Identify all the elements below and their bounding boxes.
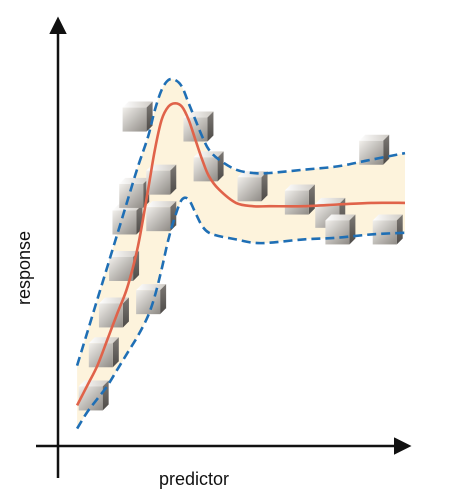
cube-top-face xyxy=(315,197,346,204)
data-point-cube xyxy=(237,171,268,202)
cube-front-face xyxy=(284,190,309,215)
data-point-cube xyxy=(98,297,129,328)
cube-top-face xyxy=(237,171,268,178)
cube-side-face xyxy=(207,111,214,142)
data-point-cube xyxy=(359,134,390,165)
cube-side-face xyxy=(122,297,129,328)
cube-side-face xyxy=(112,337,119,368)
cube-front-face xyxy=(237,177,262,202)
data-point-cube xyxy=(325,214,356,245)
y-axis-label: response xyxy=(14,231,34,305)
cube-top-face xyxy=(146,164,177,171)
cube-top-face xyxy=(372,214,403,221)
data-point-cube xyxy=(112,204,143,235)
cube-top-face xyxy=(284,184,315,191)
cube-top-face xyxy=(146,201,177,208)
cube-front-face xyxy=(325,220,350,245)
band-lower-edge xyxy=(75,196,406,430)
cube-top-face xyxy=(122,101,153,108)
cube-top-face xyxy=(136,284,167,291)
cube-top-face xyxy=(88,337,119,344)
cube-top-face xyxy=(183,111,214,118)
cube-front-face xyxy=(122,107,147,132)
data-points xyxy=(78,101,403,411)
cube-front-face xyxy=(146,207,171,232)
cube-side-face xyxy=(160,284,167,315)
data-point-cube xyxy=(78,380,109,411)
cube-side-face xyxy=(396,214,403,245)
cube-top-face xyxy=(325,214,356,221)
data-point-cube xyxy=(122,101,153,132)
cube-top-face xyxy=(359,134,390,141)
data-point-cube xyxy=(372,214,403,245)
data-point-cube xyxy=(284,184,315,215)
x-axis-label: predictor xyxy=(159,469,229,489)
cube-front-face xyxy=(78,386,103,411)
cube-side-face xyxy=(261,171,268,202)
cube-top-face xyxy=(109,250,140,257)
cube-top-face xyxy=(119,177,150,184)
cube-side-face xyxy=(383,134,390,165)
band-upper-edge xyxy=(75,77,406,366)
fit-line xyxy=(75,101,406,406)
cube-side-face xyxy=(170,164,177,195)
